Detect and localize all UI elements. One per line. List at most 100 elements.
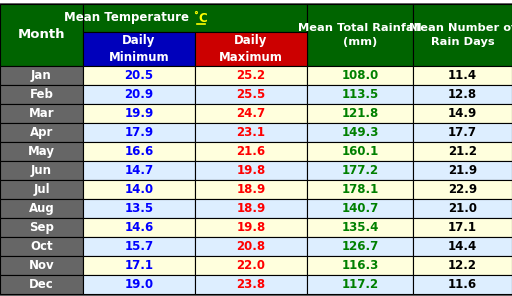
Bar [307,237,413,256]
Bar [0,199,83,218]
Bar [195,142,307,161]
Bar [413,180,512,199]
Text: Month: Month [18,28,65,41]
Text: 21.2: 21.2 [448,145,477,158]
Text: Oct: Oct [30,240,53,253]
Text: 160.1: 160.1 [342,145,379,158]
Bar [195,256,307,275]
Bar [195,66,307,85]
Text: 178.1: 178.1 [342,183,379,196]
Bar [83,66,195,85]
Bar [83,199,195,218]
Text: 13.5: 13.5 [124,202,154,215]
Bar [413,199,512,218]
Text: °: ° [193,10,198,20]
Text: 16.6: 16.6 [124,145,154,158]
Text: 23.1: 23.1 [237,126,266,139]
Text: Daily
Minimum: Daily Minimum [109,34,169,64]
Text: Daily
Maximum: Daily Maximum [219,34,283,64]
Text: 14.4: 14.4 [448,240,477,253]
Text: 15.7: 15.7 [124,240,154,253]
Bar [83,104,195,123]
Bar [83,180,195,199]
Bar [307,180,413,199]
Text: 23.8: 23.8 [237,278,266,291]
Text: 19.0: 19.0 [124,278,154,291]
Bar [413,142,512,161]
Text: Nov: Nov [29,259,54,272]
Bar [83,275,195,294]
Bar [195,218,307,237]
Text: Mean Number of
Rain Days: Mean Number of Rain Days [409,23,512,46]
Bar [307,4,413,66]
Text: 25.5: 25.5 [237,88,266,101]
Text: Sep: Sep [29,221,54,234]
Text: Feb: Feb [30,88,53,101]
Bar [307,123,413,142]
Bar [0,142,83,161]
Bar [413,161,512,180]
Bar [307,199,413,218]
Bar [195,275,307,294]
Bar [83,32,195,66]
Text: 14.0: 14.0 [124,183,154,196]
Bar [0,66,83,85]
Text: 17.7: 17.7 [448,126,477,139]
Text: 135.4: 135.4 [342,221,379,234]
Text: 14.6: 14.6 [124,221,154,234]
Text: 25.2: 25.2 [237,69,266,82]
Text: Jun: Jun [31,164,52,177]
Text: 19.9: 19.9 [124,107,154,120]
Bar [0,256,83,275]
Bar [83,85,195,104]
Text: 12.8: 12.8 [448,88,477,101]
Bar [195,104,307,123]
Text: 21.9: 21.9 [448,164,477,177]
Text: 12.2: 12.2 [448,259,477,272]
Bar [195,32,307,66]
Text: 24.7: 24.7 [237,107,266,120]
Bar [0,218,83,237]
Text: C: C [198,12,207,25]
Bar [307,256,413,275]
Bar [83,256,195,275]
Text: May: May [28,145,55,158]
Bar [83,142,195,161]
Bar [0,85,83,104]
Bar [307,161,413,180]
Bar [195,199,307,218]
Bar [413,275,512,294]
Bar [0,237,83,256]
Text: 18.9: 18.9 [237,183,266,196]
Bar [307,218,413,237]
Bar [195,123,307,142]
Bar [83,218,195,237]
Text: 108.0: 108.0 [342,69,379,82]
Text: Mean Total Rainfall
(mm): Mean Total Rainfall (mm) [298,23,422,46]
Text: 18.9: 18.9 [237,202,266,215]
Bar [413,218,512,237]
Bar [413,123,512,142]
Text: 21.6: 21.6 [237,145,266,158]
Bar [0,161,83,180]
Text: 17.1: 17.1 [124,259,154,272]
Text: Apr: Apr [30,126,53,139]
Text: 140.7: 140.7 [342,202,379,215]
Text: 126.7: 126.7 [342,240,379,253]
Text: 17.1: 17.1 [448,221,477,234]
Bar [83,123,195,142]
Bar [413,66,512,85]
Text: Dec: Dec [29,278,54,291]
Bar [413,104,512,123]
Text: Jul: Jul [33,183,50,196]
Text: 177.2: 177.2 [342,164,378,177]
Bar [0,275,83,294]
Bar [307,104,413,123]
Bar [83,237,195,256]
Bar [0,123,83,142]
Bar [0,180,83,199]
Text: 14.9: 14.9 [448,107,477,120]
Text: 14.7: 14.7 [124,164,154,177]
Bar [413,256,512,275]
Bar [413,85,512,104]
